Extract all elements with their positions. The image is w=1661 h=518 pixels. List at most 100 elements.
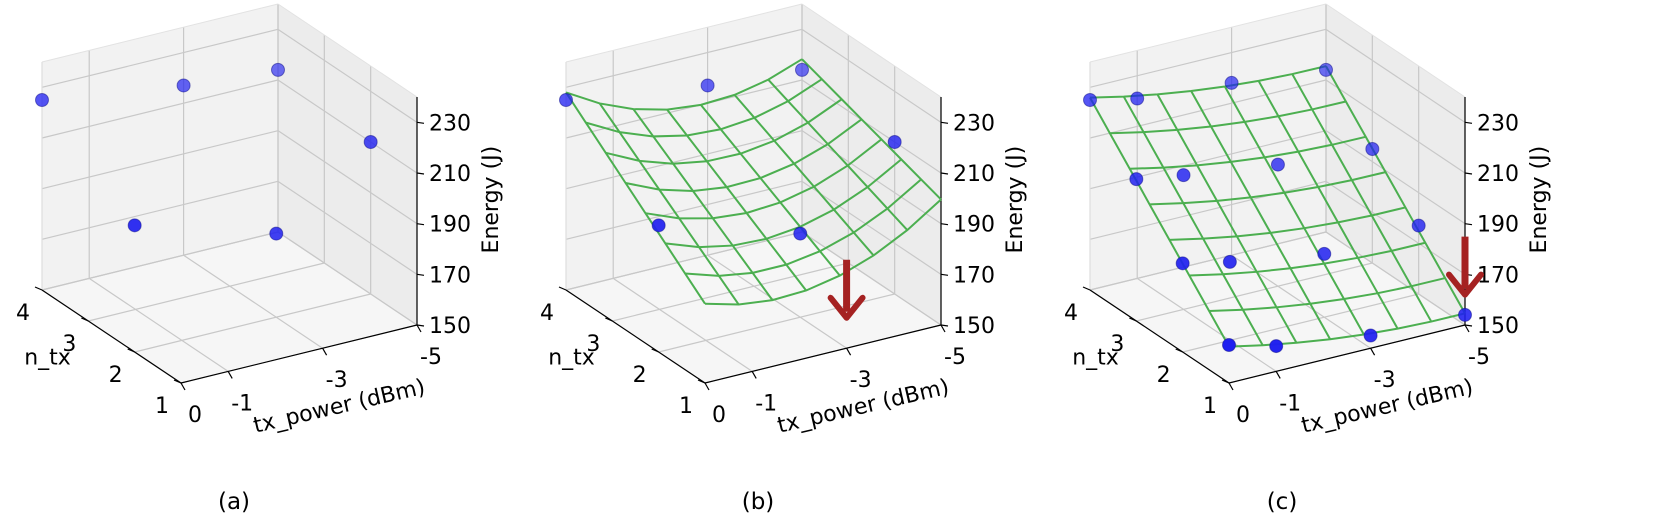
data-point bbox=[1365, 142, 1380, 156]
gridline bbox=[1325, 231, 1466, 326]
data-point bbox=[1222, 254, 1237, 269]
data-point bbox=[1363, 328, 1378, 343]
surface-wire bbox=[700, 104, 841, 277]
side-pane bbox=[1326, 4, 1465, 325]
x-tick-label: -1 bbox=[755, 391, 777, 416]
surface-wire bbox=[565, 58, 803, 111]
data-point bbox=[559, 93, 573, 107]
z-tick bbox=[940, 324, 949, 327]
x-axis-line bbox=[704, 324, 942, 384]
x-tick bbox=[1464, 324, 1470, 333]
y-tick-label: 1 bbox=[679, 394, 693, 419]
gridline bbox=[1089, 130, 1327, 190]
x-tick-label: -3 bbox=[1374, 368, 1396, 393]
z-tick-label: 170 bbox=[1477, 263, 1519, 288]
x-tick-label: -5 bbox=[1468, 345, 1490, 370]
x-tick-label: -3 bbox=[326, 368, 348, 393]
data-point bbox=[1319, 62, 1333, 77]
surface-wire bbox=[1228, 312, 1466, 348]
z-tick-label: 170 bbox=[953, 263, 995, 288]
surface-wire bbox=[1169, 206, 1406, 241]
z-axis-label: Energy (J) bbox=[1003, 146, 1028, 254]
data-point bbox=[269, 226, 284, 241]
surface-wire bbox=[1257, 80, 1399, 330]
surface-wire bbox=[704, 198, 942, 306]
x-tick-label: 0 bbox=[1236, 403, 1250, 428]
y-tick-label: 2 bbox=[633, 363, 647, 388]
gridline bbox=[565, 28, 803, 88]
y-axis-line bbox=[41, 289, 182, 384]
gridline bbox=[1325, 28, 1466, 123]
gridline bbox=[565, 130, 803, 190]
data-point bbox=[793, 226, 808, 241]
gridline bbox=[134, 293, 371, 353]
z-tick bbox=[1464, 223, 1473, 226]
data-point bbox=[887, 135, 902, 149]
z-tick bbox=[416, 324, 425, 327]
surface-wire bbox=[645, 138, 883, 220]
gridline bbox=[1089, 79, 1327, 139]
z-tick bbox=[940, 273, 949, 276]
gridline bbox=[1136, 277, 1277, 372]
gridline bbox=[801, 28, 942, 123]
gridline bbox=[277, 130, 418, 225]
surface-wire bbox=[1156, 93, 1298, 344]
gridline bbox=[565, 180, 803, 240]
data-point bbox=[651, 218, 666, 233]
y-tick bbox=[1221, 379, 1230, 384]
x-tick-label: -5 bbox=[944, 345, 966, 370]
z-tick-label: 230 bbox=[953, 111, 995, 136]
surface-wire bbox=[1089, 65, 1327, 99]
z-axis-label: Energy (J) bbox=[479, 146, 504, 254]
gridline bbox=[277, 180, 418, 275]
z-tick bbox=[1464, 172, 1473, 175]
pane-edge bbox=[565, 3, 803, 63]
surface-wire bbox=[605, 98, 843, 165]
x-tick-label: -3 bbox=[850, 368, 872, 393]
panel-caption: (a) bbox=[218, 489, 250, 515]
gridline bbox=[277, 28, 418, 123]
data-point bbox=[1458, 307, 1472, 322]
gridline bbox=[41, 231, 279, 291]
x-tick bbox=[751, 371, 757, 379]
z-tick bbox=[1464, 121, 1473, 124]
surface-wire bbox=[666, 109, 807, 292]
gridline bbox=[41, 79, 279, 139]
y-axis-line bbox=[565, 289, 706, 384]
gridline bbox=[1089, 231, 1327, 291]
y-tick bbox=[1175, 348, 1183, 353]
surface-wire bbox=[585, 78, 823, 138]
z-tick-label: 210 bbox=[429, 162, 471, 187]
y-tick-label: 2 bbox=[1157, 363, 1171, 388]
data-point bbox=[35, 93, 49, 107]
pane-edge bbox=[801, 3, 942, 98]
y-tick bbox=[127, 348, 135, 353]
back-pane bbox=[1090, 4, 1326, 290]
data-point bbox=[1270, 157, 1285, 172]
y-axis-label: n_tx bbox=[24, 346, 71, 371]
z-axis-label: Energy (J) bbox=[1527, 146, 1552, 254]
surface-wire bbox=[1089, 97, 1230, 348]
y-tick-label: 4 bbox=[1064, 301, 1078, 326]
z-tick-label: 190 bbox=[1477, 213, 1519, 238]
gridline bbox=[801, 180, 942, 275]
x-tick bbox=[1275, 371, 1281, 379]
floor-pane bbox=[42, 232, 417, 383]
data-point bbox=[1222, 338, 1236, 352]
z-tick-label: 170 bbox=[429, 263, 471, 288]
y-tick-label: 4 bbox=[16, 301, 30, 326]
x-tick bbox=[1228, 382, 1234, 391]
z-tick-label: 190 bbox=[953, 213, 995, 238]
gridline bbox=[801, 79, 942, 174]
z-tick-label: 210 bbox=[953, 162, 995, 187]
surface-wire bbox=[1209, 277, 1446, 313]
y-tick-label: 3 bbox=[62, 332, 76, 357]
y-tick-label: 2 bbox=[109, 363, 123, 388]
gridline bbox=[88, 262, 325, 322]
data-point bbox=[176, 78, 191, 93]
y-tick bbox=[605, 317, 613, 322]
x-tick bbox=[1370, 347, 1376, 356]
